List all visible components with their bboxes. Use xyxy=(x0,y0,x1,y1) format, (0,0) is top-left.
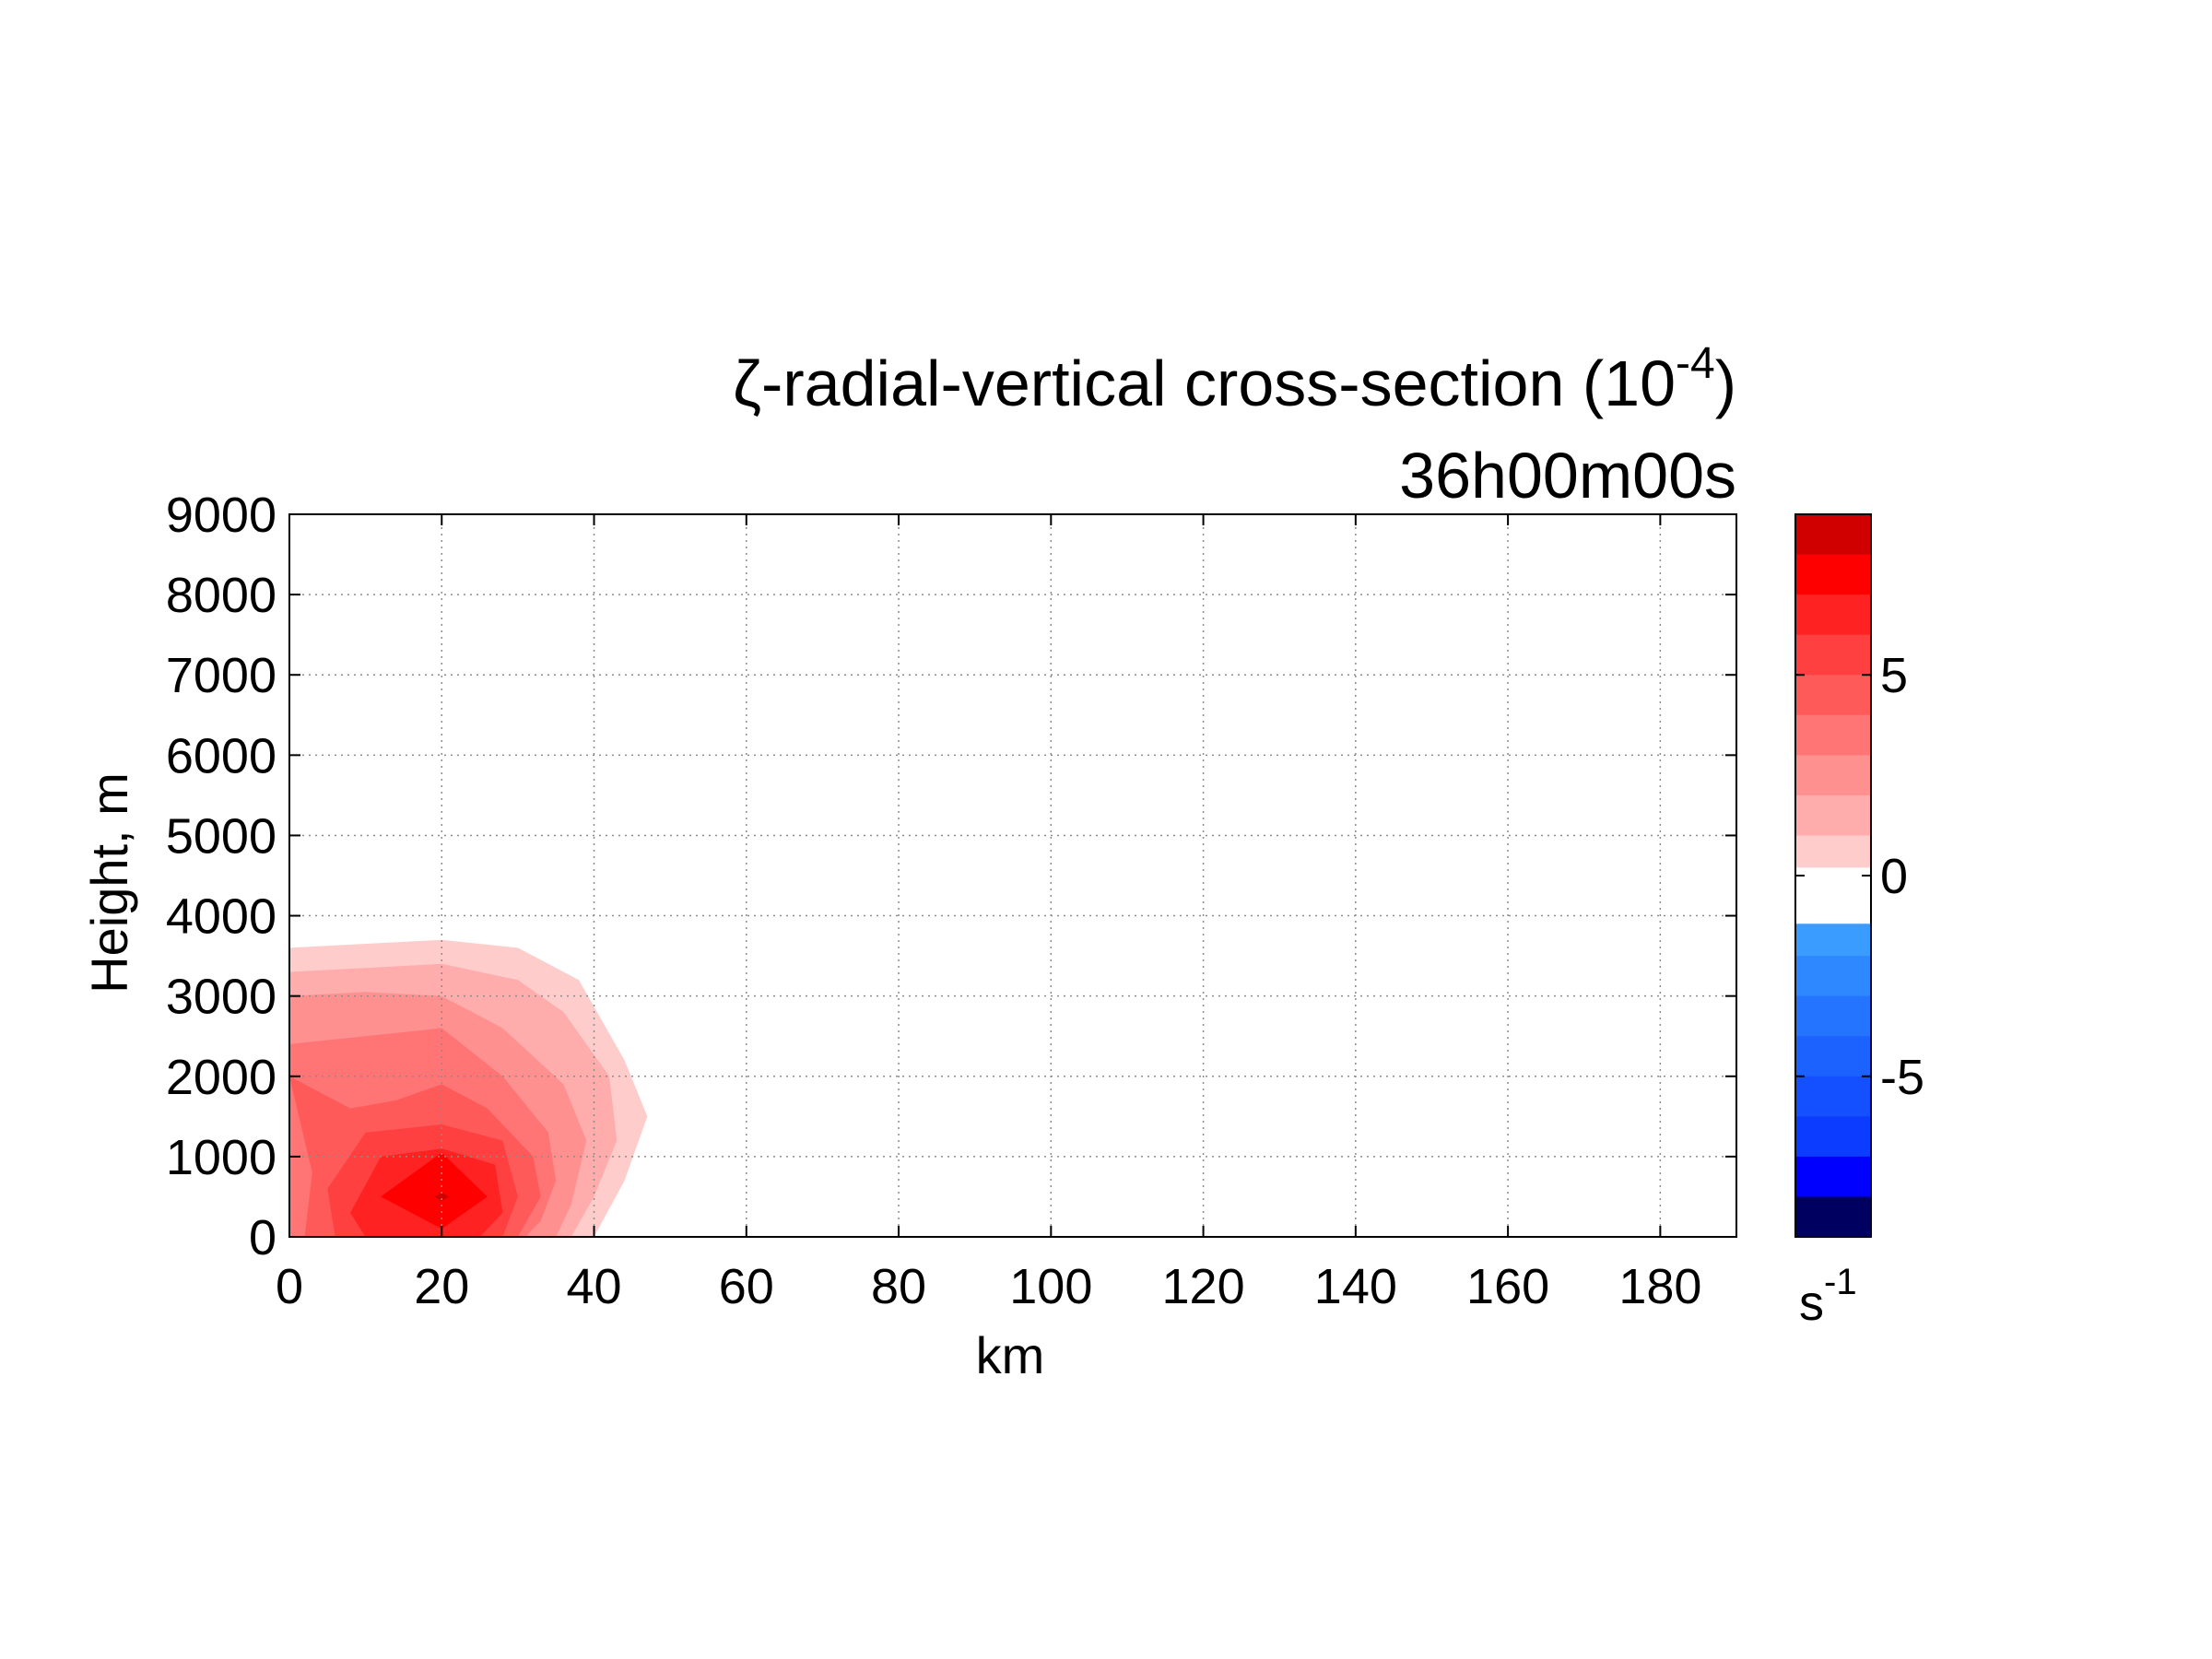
colorbar-swatch xyxy=(1795,956,1871,997)
x-tick-label: 40 xyxy=(566,1259,621,1314)
colorbar-swatch xyxy=(1795,514,1871,556)
x-tick-label: 20 xyxy=(414,1259,469,1314)
x-tick-label: 180 xyxy=(1618,1259,1701,1314)
chart-title-suffix: ) xyxy=(1715,347,1736,419)
colorbar-swatch xyxy=(1795,794,1871,836)
y-tick-label: 9000 xyxy=(166,488,276,543)
colorbar-swatch xyxy=(1795,995,1871,1037)
chart-subtitle-time: 36h00m00s xyxy=(1399,440,1736,512)
colorbar-swatch xyxy=(1795,755,1871,796)
colorbar-unit-base: s xyxy=(1799,1276,1824,1331)
x-tick-label: 0 xyxy=(276,1259,303,1314)
colorbar-swatch xyxy=(1795,554,1871,595)
x-tick-label: 120 xyxy=(1162,1259,1245,1314)
colorbar: 5 0 -5 s-1 xyxy=(1794,513,1924,1331)
colorbar-swatch xyxy=(1795,1076,1871,1117)
colorbar-tick-label: 5 xyxy=(1880,648,1908,703)
plot-area: 0 20 40 60 80 100 120 140 160 180 0 1000 2000 3000 40… xyxy=(166,488,1737,1314)
x-tick-labels: 0 20 40 60 80 100 120 140 160 180 xyxy=(276,1259,1701,1314)
colorbar-swatch xyxy=(1795,714,1871,756)
y-tick-label: 5000 xyxy=(166,808,276,864)
colorbar-unit-exponent: -1 xyxy=(1824,1262,1857,1302)
axis-ticks xyxy=(288,513,1736,1238)
colorbar-unit-label: s-1 xyxy=(1799,1262,1857,1331)
colorbar-swatch xyxy=(1795,924,1871,957)
x-tick-label: 60 xyxy=(719,1259,774,1314)
chart-title: ζ-radial-vertical cross-section (10-4) xyxy=(733,339,1736,419)
colorbar-swatch xyxy=(1795,1036,1871,1077)
chart-title-exponent: -4 xyxy=(1676,339,1715,388)
y-tick-label: 0 xyxy=(249,1210,276,1265)
x-tick-label: 80 xyxy=(871,1259,926,1314)
y-tick-label: 1000 xyxy=(166,1130,276,1185)
x-tick-label: 160 xyxy=(1466,1259,1549,1314)
colorbar-swatch xyxy=(1795,1156,1871,1197)
y-axis-label: Height, m xyxy=(80,772,138,994)
x-axis-label: km xyxy=(976,1326,1045,1384)
colorbar-tick-label: 0 xyxy=(1880,849,1908,904)
y-tick-label: 3000 xyxy=(166,970,276,1025)
contour-fills xyxy=(289,939,648,1237)
y-tick-label: 6000 xyxy=(166,728,276,783)
x-tick-label: 140 xyxy=(1314,1259,1397,1314)
colorbar-swatches xyxy=(1795,514,1871,1238)
colorbar-tick-label: -5 xyxy=(1880,1050,1924,1105)
colorbar-swatch xyxy=(1795,634,1871,676)
grid-lines xyxy=(289,514,1736,1237)
colorbar-ticks: 5 0 -5 xyxy=(1795,648,1924,1105)
contour-level-8 xyxy=(381,1152,488,1230)
y-tick-label: 2000 xyxy=(166,1050,276,1105)
contour-level-9 xyxy=(434,1193,450,1201)
colorbar-swatch xyxy=(1795,594,1871,636)
y-tick-label: 4000 xyxy=(166,889,276,945)
chart-title-prefix: ζ-radial-vertical cross-section (10 xyxy=(733,347,1676,419)
colorbar-swatch xyxy=(1795,835,1871,868)
y-tick-label: 7000 xyxy=(166,648,276,703)
y-tick-label: 8000 xyxy=(166,568,276,623)
colorbar-swatch xyxy=(1795,1196,1871,1238)
plot-frame xyxy=(288,513,1737,1238)
x-tick-label: 100 xyxy=(1009,1259,1092,1314)
y-tick-labels: 0 1000 2000 3000 4000 5000 6000 7000 8000 9000 xyxy=(166,488,276,1265)
colorbar-swatch xyxy=(1795,867,1871,924)
colorbar-swatch xyxy=(1795,675,1871,716)
colorbar-swatch xyxy=(1795,1116,1871,1158)
